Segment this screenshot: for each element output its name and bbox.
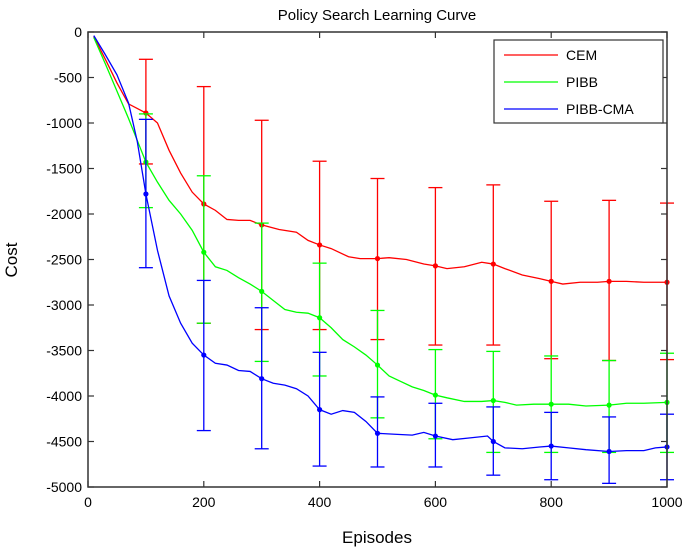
data-point: [432, 392, 438, 398]
legend-label: PIBB: [566, 74, 598, 90]
data-point: [548, 443, 554, 449]
data-point: [606, 278, 612, 284]
data-point: [548, 401, 554, 407]
legend-item-pibb: PIBB: [504, 74, 598, 90]
data-point: [374, 362, 381, 368]
data-point: [374, 255, 381, 262]
data-point: [490, 438, 496, 445]
y-tick-label: -2500: [46, 252, 82, 268]
legend-item-cem: CEM: [504, 47, 597, 63]
legend-label: CEM: [566, 47, 597, 63]
y-tick-label: -1500: [46, 161, 82, 177]
data-point: [606, 448, 612, 455]
series-line: [93, 35, 668, 453]
data-point: [548, 278, 554, 284]
y-tick-label: 0: [74, 24, 82, 40]
x-tick-label: 400: [308, 494, 332, 510]
y-tick-label: -3000: [46, 297, 82, 313]
series-line: [93, 37, 668, 407]
data-point: [259, 288, 265, 294]
y-tick-label: -2000: [46, 206, 82, 222]
data-point: [201, 352, 207, 358]
y-tick-label: -1000: [46, 115, 82, 131]
data-point: [201, 249, 207, 255]
legend-label: PIBB-CMA: [566, 101, 634, 117]
x-tick-label: 1000: [651, 494, 682, 510]
data-point: [143, 191, 149, 197]
data-point: [259, 376, 265, 382]
y-tick-label: -3500: [46, 343, 82, 359]
legend-item-pibb-cma: PIBB-CMA: [504, 101, 634, 117]
data-point: [317, 315, 323, 321]
data-point: [490, 261, 496, 267]
chart-title: Policy Search Learning Curve: [278, 7, 476, 24]
data-point: [606, 402, 612, 408]
data-point: [317, 407, 323, 413]
y-tick-label: -500: [54, 70, 82, 86]
data-point: [490, 397, 496, 404]
data-point: [374, 430, 381, 436]
legend: CEM PIBB PIBB-CMA: [493, 39, 664, 124]
data-point: [432, 433, 438, 439]
y-tick-label: -5000: [46, 479, 82, 495]
y-tick-label: -4000: [46, 388, 82, 404]
x-axis-title: Episodes: [342, 528, 412, 547]
y-tick-label: -4500: [46, 434, 82, 450]
y-axis-title: Cost: [2, 242, 21, 277]
x-tick-label: 200: [192, 494, 216, 510]
plot-area: [93, 35, 674, 485]
x-tick-label: 800: [540, 494, 564, 510]
x-tick-label: 0: [84, 494, 92, 510]
data-point: [317, 242, 323, 248]
data-point: [432, 263, 438, 269]
axes: 0 200 400 600 800 1000 0 -500 -1000 -1500 -2000 -25…: [46, 24, 683, 510]
x-tick-label: 600: [424, 494, 448, 510]
